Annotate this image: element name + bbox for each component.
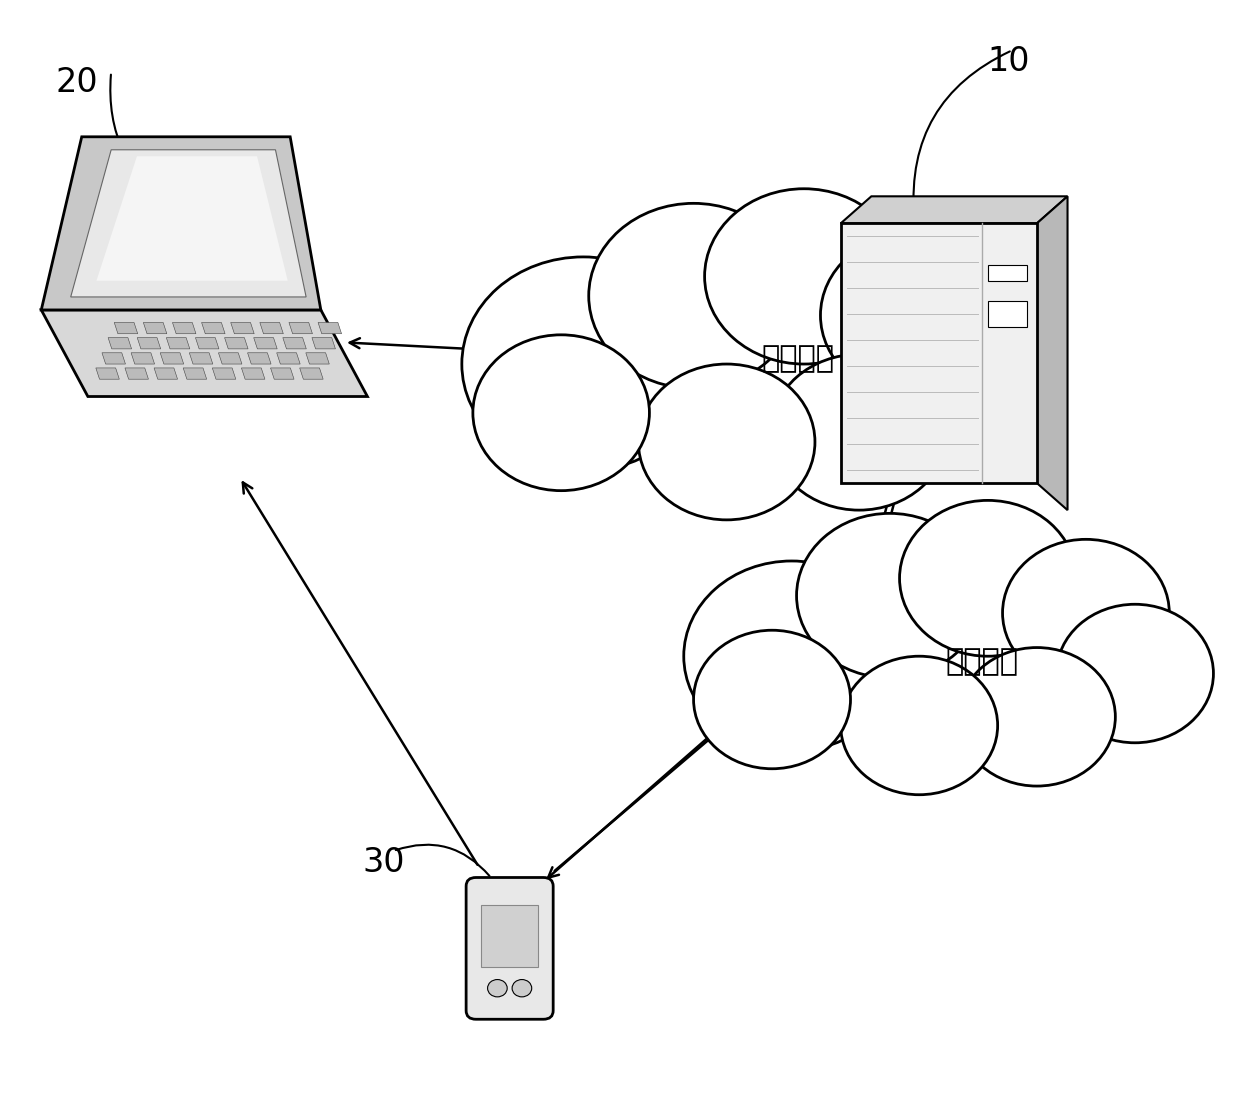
Polygon shape xyxy=(95,368,119,379)
Polygon shape xyxy=(270,368,294,379)
Bar xyxy=(988,301,1027,328)
Circle shape xyxy=(589,204,799,388)
Polygon shape xyxy=(224,338,248,349)
Text: 通信网络: 通信网络 xyxy=(945,647,1018,676)
Polygon shape xyxy=(231,322,254,334)
Polygon shape xyxy=(184,368,207,379)
Polygon shape xyxy=(71,150,306,297)
Circle shape xyxy=(639,364,815,520)
Circle shape xyxy=(899,501,1076,657)
Polygon shape xyxy=(306,353,330,364)
Circle shape xyxy=(1003,539,1169,686)
Circle shape xyxy=(821,232,1008,398)
Circle shape xyxy=(796,513,983,677)
Polygon shape xyxy=(102,353,125,364)
Polygon shape xyxy=(562,276,970,442)
Circle shape xyxy=(1003,539,1169,686)
Polygon shape xyxy=(131,353,155,364)
Polygon shape xyxy=(254,338,278,349)
Polygon shape xyxy=(125,368,149,379)
Polygon shape xyxy=(312,338,335,349)
Polygon shape xyxy=(212,368,236,379)
Circle shape xyxy=(704,189,903,364)
Polygon shape xyxy=(260,322,283,334)
Polygon shape xyxy=(202,322,226,334)
Circle shape xyxy=(683,561,899,752)
Polygon shape xyxy=(97,157,288,281)
Polygon shape xyxy=(218,353,242,364)
Circle shape xyxy=(472,334,650,491)
Circle shape xyxy=(796,513,983,677)
Circle shape xyxy=(959,648,1115,786)
FancyBboxPatch shape xyxy=(466,878,553,1019)
Circle shape xyxy=(1056,604,1214,743)
Polygon shape xyxy=(144,322,167,334)
Circle shape xyxy=(841,657,998,795)
Polygon shape xyxy=(242,368,265,379)
Circle shape xyxy=(1056,604,1214,743)
Polygon shape xyxy=(108,338,131,349)
Polygon shape xyxy=(1037,196,1068,510)
Polygon shape xyxy=(841,196,1068,224)
Polygon shape xyxy=(319,322,341,334)
Polygon shape xyxy=(172,322,196,334)
Circle shape xyxy=(512,980,532,997)
Text: 通信网络: 通信网络 xyxy=(761,344,835,373)
Circle shape xyxy=(704,189,903,364)
Circle shape xyxy=(882,306,1058,461)
Circle shape xyxy=(693,630,851,768)
Polygon shape xyxy=(277,353,300,364)
Circle shape xyxy=(959,648,1115,786)
Circle shape xyxy=(771,354,947,510)
Polygon shape xyxy=(41,137,321,310)
Polygon shape xyxy=(160,353,184,364)
Circle shape xyxy=(771,354,947,510)
Polygon shape xyxy=(300,368,324,379)
Bar xyxy=(841,224,1037,483)
Circle shape xyxy=(639,364,815,520)
Circle shape xyxy=(882,306,1058,461)
Polygon shape xyxy=(190,353,213,364)
Bar xyxy=(481,905,538,967)
Circle shape xyxy=(899,501,1076,657)
Circle shape xyxy=(589,204,799,388)
Polygon shape xyxy=(289,322,312,334)
Circle shape xyxy=(487,980,507,997)
Polygon shape xyxy=(41,310,367,397)
Polygon shape xyxy=(248,353,272,364)
Polygon shape xyxy=(196,338,219,349)
Circle shape xyxy=(461,256,704,471)
Polygon shape xyxy=(773,579,1135,726)
Polygon shape xyxy=(154,368,177,379)
Circle shape xyxy=(693,630,851,768)
Circle shape xyxy=(683,561,899,752)
Bar xyxy=(988,265,1027,281)
Polygon shape xyxy=(283,338,306,349)
Circle shape xyxy=(821,232,1008,398)
Circle shape xyxy=(472,334,650,491)
Polygon shape xyxy=(114,322,138,334)
Text: 10: 10 xyxy=(988,45,1030,78)
Text: 20: 20 xyxy=(56,67,99,100)
Text: 30: 30 xyxy=(362,846,405,879)
Polygon shape xyxy=(166,338,190,349)
Polygon shape xyxy=(138,338,161,349)
Circle shape xyxy=(841,657,998,795)
Circle shape xyxy=(461,256,704,471)
